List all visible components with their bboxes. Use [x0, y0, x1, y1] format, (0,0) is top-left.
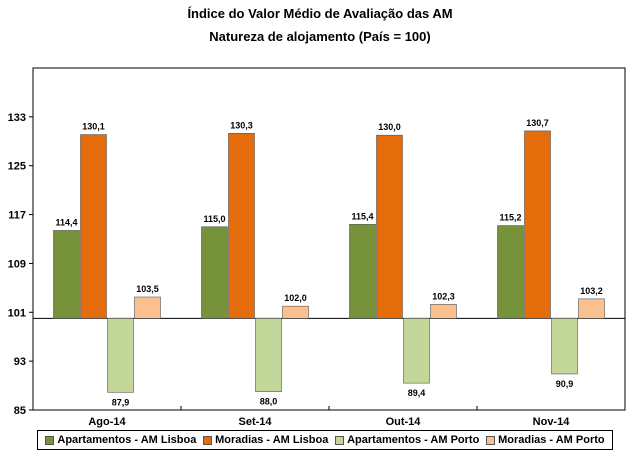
- data-label: 130,3: [230, 120, 253, 130]
- legend-item: Moradias - AM Porto: [486, 434, 605, 446]
- bar: [376, 134, 403, 319]
- legend-swatch: [45, 435, 55, 445]
- bar: [255, 318, 282, 392]
- legend-item: Apartamentos - AM Porto: [335, 434, 479, 446]
- data-label: 88,0: [260, 397, 278, 407]
- y-tick-label: 101: [8, 307, 26, 319]
- data-label: 103,2: [580, 286, 603, 296]
- y-tick-label: 109: [8, 258, 26, 270]
- data-label: 103,5: [136, 284, 159, 294]
- legend: Apartamentos - AM Lisboa Moradias - AM Li…: [37, 430, 613, 450]
- bar-series: [53, 130, 605, 393]
- bar: [53, 230, 80, 319]
- data-label: 115,2: [499, 213, 521, 223]
- legend-label: Moradias - AM Porto: [498, 434, 605, 446]
- x-tick-label: Out-14: [386, 416, 422, 428]
- bar: [524, 130, 551, 319]
- legend-swatch: [203, 435, 213, 445]
- data-label: 89,4: [408, 388, 426, 398]
- data-label: 115,0: [203, 214, 225, 224]
- legend-swatch: [335, 435, 345, 445]
- x-tick-label: Nov-14: [533, 416, 571, 428]
- y-tick-label: 93: [14, 356, 26, 368]
- bar: [403, 318, 430, 384]
- legend-label: Apartamentos - AM Lisboa: [57, 434, 197, 446]
- legend-item: Moradias - AM Lisboa: [203, 434, 328, 446]
- bar: [282, 305, 309, 319]
- data-label: 102,0: [284, 293, 307, 303]
- legend-label: Apartamentos - AM Porto: [347, 434, 480, 446]
- bar: [497, 225, 524, 319]
- plot-area: [32, 67, 626, 411]
- data-label: 115,4: [351, 211, 373, 221]
- x-tick-label: Ago-14: [88, 416, 126, 428]
- y-tick-label: 85: [14, 405, 26, 417]
- bar: [107, 318, 134, 393]
- bar: [80, 134, 107, 319]
- bar: [551, 318, 578, 375]
- bar-chart: 85 93 101 109 117 125 133 Ago-14 Set-14 Out-14 No…: [8, 67, 626, 428]
- data-label: 102,3: [432, 291, 455, 301]
- bar: [349, 224, 376, 319]
- data-label: 130,0: [378, 122, 401, 132]
- data-label: 130,1: [82, 122, 105, 132]
- y-axis: 85 93 101 109 117 125 133: [8, 112, 33, 417]
- data-label: 87,9: [112, 397, 130, 407]
- data-label: 114,4: [55, 217, 77, 227]
- bar: [228, 133, 255, 319]
- legend-item: Apartamentos - AM Lisboa: [45, 434, 196, 446]
- x-tick-label: Set-14: [238, 416, 272, 428]
- data-labels: 114,4 130,1 87,9 103,5 115,0 130,3 88,0 102,0 11…: [55, 118, 602, 407]
- chart-subtitle: Natureza de alojamento (País = 100): [209, 29, 431, 44]
- legend-label: Moradias - AM Lisboa: [215, 434, 329, 446]
- y-tick-label: 117: [8, 210, 26, 222]
- chart-title: Índice do Valor Médio de Avaliação das A…: [187, 6, 453, 21]
- bar: [430, 304, 457, 319]
- data-label: 90,9: [556, 379, 574, 389]
- bar: [578, 298, 605, 319]
- y-tick-label: 133: [8, 112, 26, 124]
- y-tick-label: 125: [8, 161, 26, 173]
- bar: [201, 226, 228, 319]
- data-label: 130,7: [526, 118, 549, 128]
- bar: [134, 296, 161, 319]
- legend-swatch: [486, 435, 496, 445]
